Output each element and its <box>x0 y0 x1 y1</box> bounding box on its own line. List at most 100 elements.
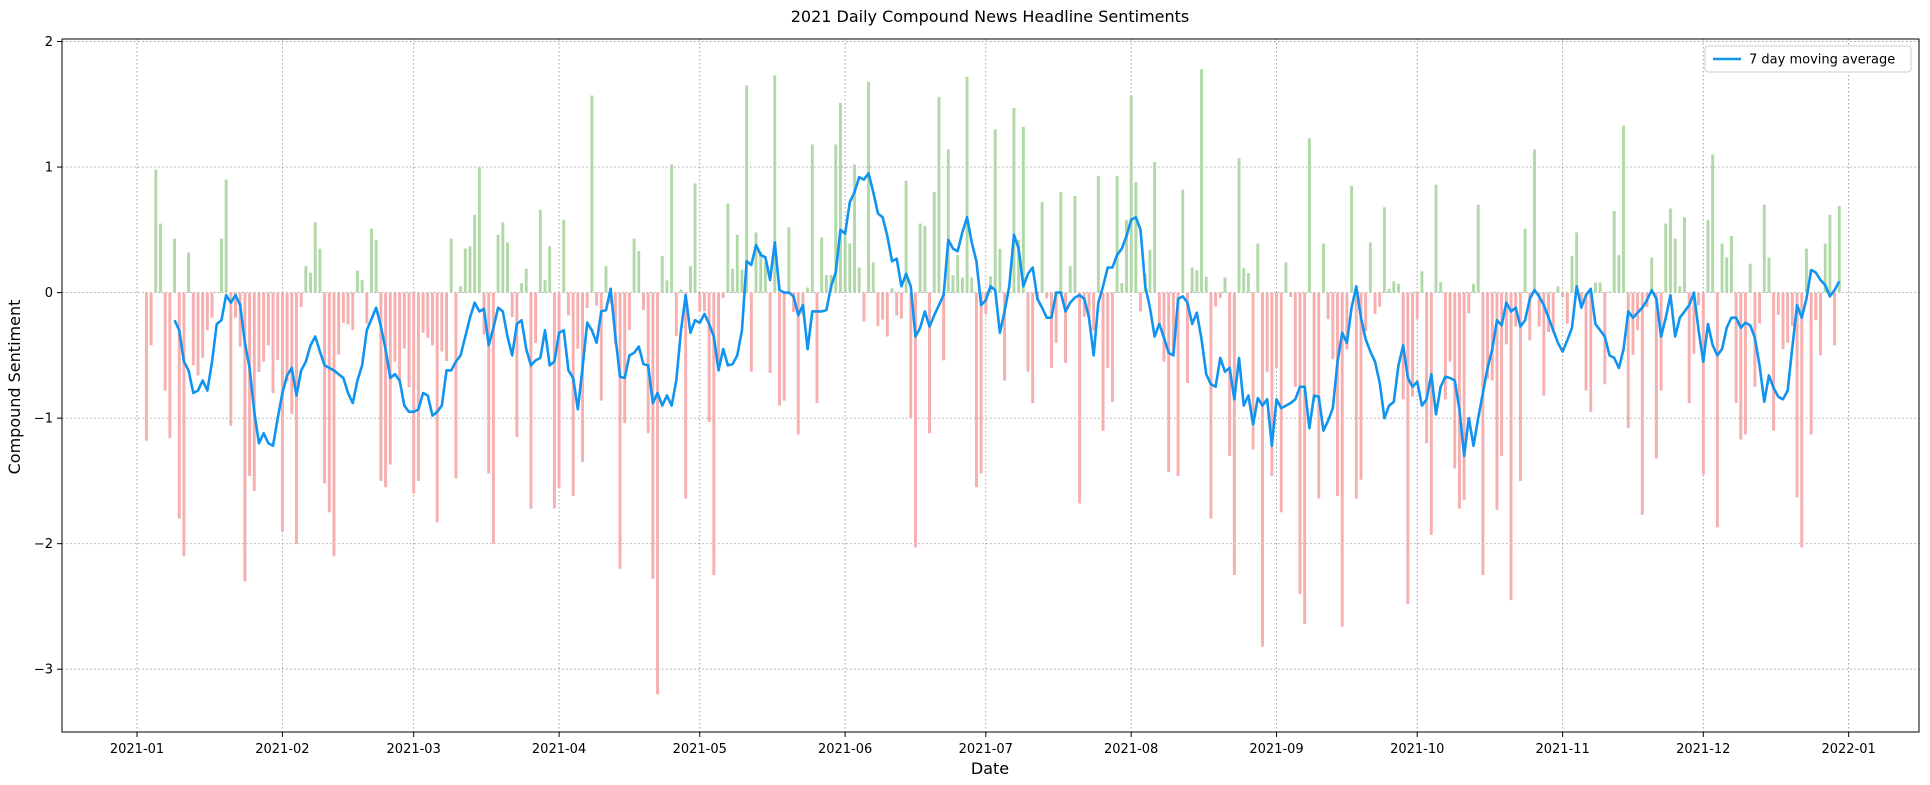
sentiment-bar <box>1776 292 1780 315</box>
sentiment-bar <box>731 268 735 293</box>
x-tick-label: 2021-01 <box>110 742 164 757</box>
sentiment-bar <box>285 292 289 382</box>
sentiment-bar <box>1411 292 1414 397</box>
sentiment-bar <box>595 292 599 306</box>
sentiment-bar <box>1256 243 1260 293</box>
sentiment-bar <box>848 243 852 293</box>
sentiment-bar <box>627 292 631 330</box>
sentiment-bar <box>899 292 903 319</box>
sentiment-bar <box>445 292 448 362</box>
sentiment-bar <box>1481 292 1485 576</box>
sentiment-bar <box>346 292 350 325</box>
sentiment-bar <box>1026 292 1030 372</box>
sentiment-bar <box>806 287 810 293</box>
sentiment-bar <box>960 277 964 293</box>
sentiment-bar <box>1415 292 1419 319</box>
sentiment-bar <box>398 292 402 382</box>
x-axis-ticks: 2021-01 2021-02 2021-03 2021-04 2021-05 2021-… <box>110 732 1876 757</box>
sentiment-bar <box>1664 223 1668 293</box>
sentiment-bar <box>224 179 228 293</box>
sentiment-bar <box>309 272 312 293</box>
sentiment-bar <box>1528 292 1532 341</box>
sentiment-bar <box>1125 219 1128 293</box>
sentiment-bar <box>323 292 327 484</box>
sentiment-bar <box>754 232 758 293</box>
sentiment-bar <box>651 292 655 579</box>
x-tick-label: 2021-05 <box>673 742 727 757</box>
sentiment-bar <box>1828 214 1832 293</box>
sentiment-bar <box>1486 292 1490 379</box>
sentiment-bar <box>205 292 209 331</box>
sentiment-bar <box>1467 292 1471 314</box>
sentiment-bar <box>1106 292 1110 368</box>
sentiment-bar <box>552 292 556 509</box>
x-tick-label: 2021-02 <box>255 742 309 757</box>
sentiment-bar <box>857 267 861 293</box>
sentiment-bar <box>1017 239 1021 293</box>
sentiment-bar <box>928 292 931 434</box>
sentiment-bar <box>407 292 411 388</box>
sentiment-bar <box>1659 292 1663 391</box>
sentiment-bar <box>501 222 505 293</box>
sentiment-bar <box>684 292 688 499</box>
sentiment-bar <box>796 292 800 435</box>
sentiment-bar <box>1767 257 1771 293</box>
sentiment-bar <box>510 292 514 318</box>
sentiment-bar <box>154 169 158 293</box>
sentiment-bar <box>993 129 997 293</box>
sentiment-bar <box>637 251 641 293</box>
x-tick-label: 2022-01 <box>1821 742 1875 757</box>
sentiment-bar <box>1758 292 1762 324</box>
sentiment-bar <box>1715 292 1719 528</box>
sentiment-bar <box>1500 292 1504 456</box>
legend-label: 7 day moving average <box>1749 53 1895 68</box>
sentiment-bar <box>1795 292 1799 498</box>
sentiment-bar <box>1734 292 1738 404</box>
x-tick-label: 2021-04 <box>532 742 586 757</box>
sentiment-bar <box>1706 219 1710 293</box>
sentiment-bar <box>712 292 716 576</box>
sentiment-bar <box>234 292 237 318</box>
sentiment-bar <box>1457 292 1461 509</box>
sentiment-bar <box>942 292 946 361</box>
sentiment-bar <box>468 246 472 293</box>
sentiment-bar <box>1772 292 1776 431</box>
sentiment-bar <box>1204 276 1208 293</box>
sentiment-bar <box>1021 126 1025 293</box>
sentiment-bar <box>543 279 547 293</box>
sentiment-bar <box>1246 273 1250 293</box>
sentiment-bar <box>276 292 280 360</box>
sentiment-bar <box>1575 232 1579 293</box>
sentiment-bar <box>702 292 706 312</box>
sentiment-bar <box>1223 277 1227 293</box>
sentiment-bar <box>989 276 992 293</box>
sentiment-bar <box>210 292 214 318</box>
sentiment-bar <box>1612 210 1616 293</box>
sentiment-bar <box>698 292 702 312</box>
sentiment-bar <box>1218 292 1222 298</box>
sentiment-bar <box>726 203 730 293</box>
sentiment-bar <box>1556 286 1560 293</box>
sentiment-bar <box>782 292 786 401</box>
sentiment-bar <box>567 292 570 316</box>
sentiment-bar <box>824 275 828 293</box>
sentiment-bar <box>351 292 355 331</box>
sentiment-bar <box>1378 292 1382 307</box>
sentiment-bar <box>313 222 317 293</box>
sentiment-bar <box>1790 292 1794 327</box>
sentiment-bar <box>1406 292 1410 604</box>
sentiment-bar <box>1134 182 1138 293</box>
sentiment-bar <box>1626 292 1630 429</box>
sentiment-bar <box>163 292 167 391</box>
sentiment-bar <box>1087 292 1091 318</box>
sentiment-bar <box>1537 292 1541 327</box>
sentiment-bar <box>1462 292 1466 500</box>
sentiment-bar <box>1354 292 1358 499</box>
sentiment-bar <box>435 292 439 523</box>
sentiment-bar <box>1120 283 1124 293</box>
sentiment-bar <box>904 180 908 293</box>
sentiment-bar <box>693 183 697 293</box>
sentiment-bar <box>1584 292 1588 391</box>
sentiment-bar <box>1725 257 1729 293</box>
